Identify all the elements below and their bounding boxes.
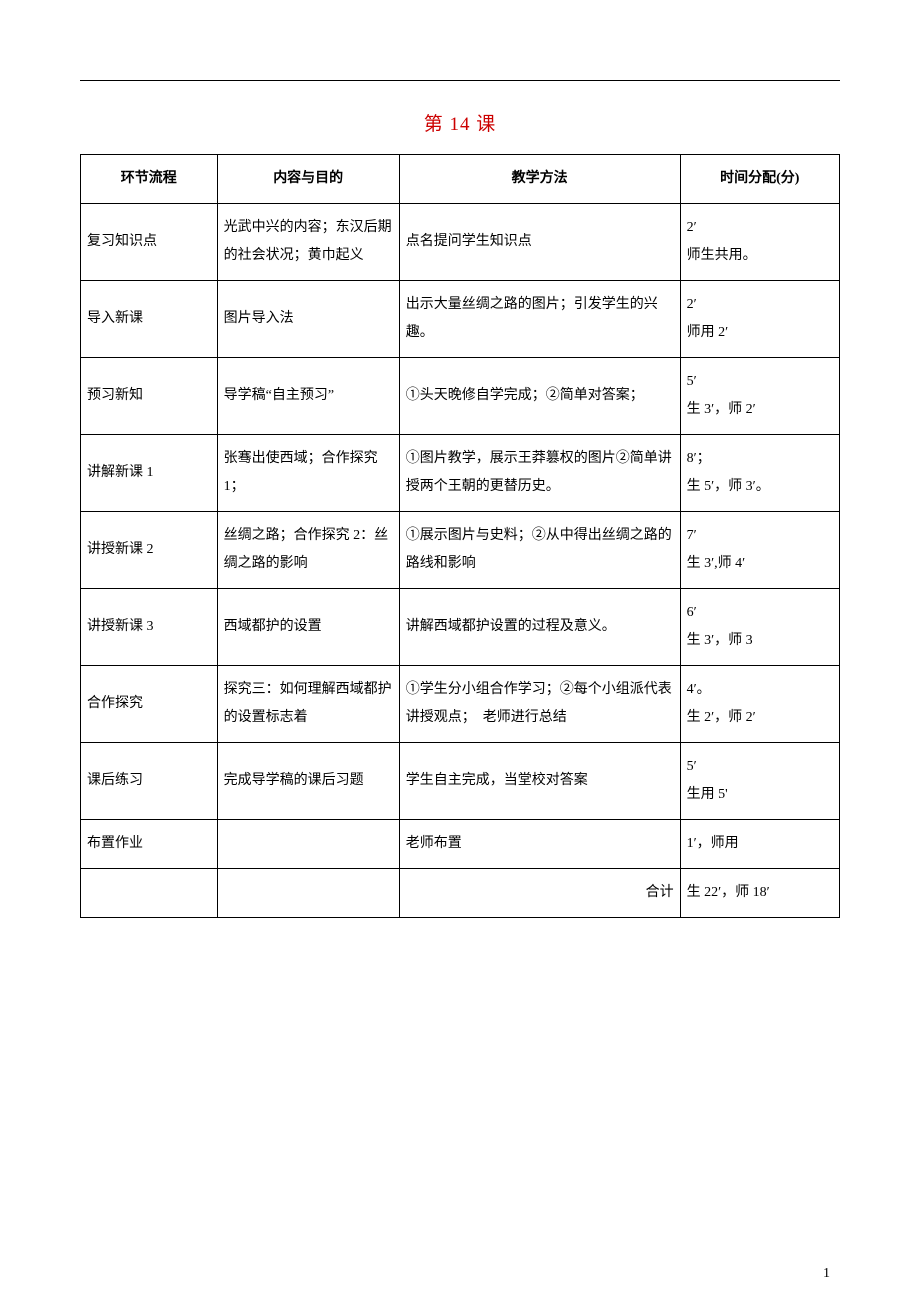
header-flow: 环节流程 xyxy=(81,155,218,204)
cell-method: 学生自主完成，当堂校对答案 xyxy=(399,743,680,820)
cell-empty xyxy=(81,869,218,918)
cell-content: 丝绸之路；合作探究 2：丝绸之路的影响 xyxy=(217,512,399,589)
cell-method: ①头天晚修自学完成；②简单对答案； xyxy=(399,358,680,435)
cell-time: 7′生 3′,师 4′ xyxy=(680,512,839,589)
cell-method: ①图片教学，展示王莽篡权的图片②简单讲授两个王朝的更替历史。 xyxy=(399,435,680,512)
cell-time: 6′生 3′，师 3 xyxy=(680,589,839,666)
lesson-plan-table: 环节流程 内容与目的 教学方法 时间分配(分) 复习知识点 光武中兴的内容；东汉… xyxy=(80,154,840,918)
header-time: 时间分配(分) xyxy=(680,155,839,204)
table-row: 讲授新课 3 西域都护的设置 讲解西域都护设置的过程及意义。 6′生 3′，师 … xyxy=(81,589,840,666)
cell-method: ①展示图片与史料；②从中得出丝绸之路的路线和影响 xyxy=(399,512,680,589)
cell-content: 图片导入法 xyxy=(217,281,399,358)
cell-content: 完成导学稿的课后习题 xyxy=(217,743,399,820)
table-row: 讲授新课 2 丝绸之路；合作探究 2：丝绸之路的影响 ①展示图片与史料；②从中得… xyxy=(81,512,840,589)
cell-time: 5′生 3′，师 2′ xyxy=(680,358,839,435)
cell-content: 导学稿“自主预习” xyxy=(217,358,399,435)
cell-flow: 课后练习 xyxy=(81,743,218,820)
table-row: 合作探究 探究三：如何理解西域都护的设置标志着 ①学生分小组合作学习；②每个小组… xyxy=(81,666,840,743)
cell-content: 西域都护的设置 xyxy=(217,589,399,666)
cell-total-value: 生 22′，师 18′ xyxy=(680,869,839,918)
cell-method: ①学生分小组合作学习；②每个小组派代表讲授观点； 老师进行总结 xyxy=(399,666,680,743)
cell-time: 4′。生 2′，师 2′ xyxy=(680,666,839,743)
cell-method: 老师布置 xyxy=(399,820,680,869)
cell-content: 张骞出使西域；合作探究1； xyxy=(217,435,399,512)
cell-flow: 合作探究 xyxy=(81,666,218,743)
cell-method: 点名提问学生知识点 xyxy=(399,204,680,281)
table-body: 复习知识点 光武中兴的内容；东汉后期的社会状况；黄巾起义 点名提问学生知识点 2… xyxy=(81,204,840,918)
cell-content: 光武中兴的内容；东汉后期的社会状况；黄巾起义 xyxy=(217,204,399,281)
page-number: 1 xyxy=(823,1266,830,1282)
table-row: 课后练习 完成导学稿的课后习题 学生自主完成，当堂校对答案 5′生用 5' xyxy=(81,743,840,820)
cell-method: 出示大量丝绸之路的图片；引发学生的兴趣。 xyxy=(399,281,680,358)
cell-empty xyxy=(217,869,399,918)
cell-content xyxy=(217,820,399,869)
table-row: 布置作业 老师布置 1′，师用 xyxy=(81,820,840,869)
header-method: 教学方法 xyxy=(399,155,680,204)
cell-content: 探究三：如何理解西域都护的设置标志着 xyxy=(217,666,399,743)
table-row: 复习知识点 光武中兴的内容；东汉后期的社会状况；黄巾起义 点名提问学生知识点 2… xyxy=(81,204,840,281)
table-total-row: 合计 生 22′，师 18′ xyxy=(81,869,840,918)
cell-time: 2′师生共用。 xyxy=(680,204,839,281)
cell-time: 2′师用 2′ xyxy=(680,281,839,358)
top-rule xyxy=(80,80,840,81)
lesson-title: 第 14 课 xyxy=(80,109,840,136)
cell-flow: 讲解新课 1 xyxy=(81,435,218,512)
cell-total-label: 合计 xyxy=(399,869,680,918)
cell-time: 8′；生 5′，师 3′。 xyxy=(680,435,839,512)
cell-flow: 复习知识点 xyxy=(81,204,218,281)
cell-time: 5′生用 5' xyxy=(680,743,839,820)
cell-method: 讲解西域都护设置的过程及意义。 xyxy=(399,589,680,666)
cell-time: 1′，师用 xyxy=(680,820,839,869)
cell-flow: 导入新课 xyxy=(81,281,218,358)
cell-flow: 布置作业 xyxy=(81,820,218,869)
table-row: 讲解新课 1 张骞出使西域；合作探究1； ①图片教学，展示王莽篡权的图片②简单讲… xyxy=(81,435,840,512)
header-content: 内容与目的 xyxy=(217,155,399,204)
cell-flow: 讲授新课 2 xyxy=(81,512,218,589)
table-header-row: 环节流程 内容与目的 教学方法 时间分配(分) xyxy=(81,155,840,204)
table-row: 导入新课 图片导入法 出示大量丝绸之路的图片；引发学生的兴趣。 2′师用 2′ xyxy=(81,281,840,358)
cell-flow: 预习新知 xyxy=(81,358,218,435)
table-row: 预习新知 导学稿“自主预习” ①头天晚修自学完成；②简单对答案； 5′生 3′，… xyxy=(81,358,840,435)
cell-flow: 讲授新课 3 xyxy=(81,589,218,666)
